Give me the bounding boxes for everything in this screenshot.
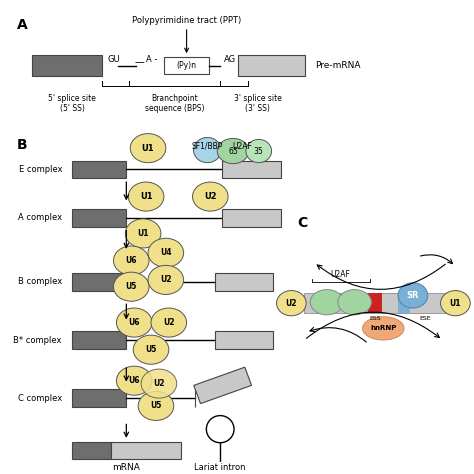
Text: (3' SS): (3' SS): [246, 104, 270, 113]
Text: E complex: E complex: [18, 165, 62, 174]
Bar: [72, 209, 126, 227]
Ellipse shape: [138, 392, 174, 420]
Text: C: C: [297, 216, 308, 230]
Text: Pre-mRNA: Pre-mRNA: [315, 61, 361, 70]
Ellipse shape: [363, 317, 404, 340]
Text: U6: U6: [128, 376, 140, 385]
Text: U2AF: U2AF: [331, 270, 351, 279]
Text: B* complex: B* complex: [13, 336, 62, 345]
Ellipse shape: [113, 246, 149, 275]
Bar: [72, 331, 126, 349]
Text: ESS: ESS: [370, 316, 381, 321]
Bar: [398, 293, 410, 313]
Text: hnRNP: hnRNP: [370, 325, 396, 331]
Text: A: A: [17, 18, 27, 32]
Ellipse shape: [133, 335, 169, 364]
Text: A -: A -: [146, 55, 157, 64]
Bar: [72, 273, 126, 291]
Ellipse shape: [276, 291, 306, 316]
Text: ESE: ESE: [420, 316, 431, 321]
Bar: [238, 55, 305, 76]
Text: A complex: A complex: [18, 213, 63, 222]
Ellipse shape: [128, 182, 164, 211]
Text: U2: U2: [163, 318, 174, 327]
Text: U6: U6: [128, 318, 140, 327]
Bar: [222, 161, 282, 178]
Ellipse shape: [148, 238, 183, 267]
Ellipse shape: [246, 139, 272, 163]
Ellipse shape: [310, 290, 344, 315]
Text: U5: U5: [126, 282, 137, 291]
Bar: [368, 293, 382, 313]
Text: U2: U2: [153, 379, 164, 388]
Text: 35: 35: [254, 146, 264, 155]
Text: U4: U4: [160, 248, 172, 257]
Ellipse shape: [151, 308, 187, 337]
Bar: [215, 331, 273, 349]
Bar: [304, 293, 460, 313]
Text: U1: U1: [450, 299, 461, 308]
Text: (Py)n: (Py)n: [177, 61, 197, 70]
Ellipse shape: [148, 265, 183, 294]
Text: 3' splice site: 3' splice site: [234, 94, 282, 103]
Bar: [215, 273, 273, 291]
Ellipse shape: [193, 137, 221, 163]
Text: sequence (BPS): sequence (BPS): [145, 104, 204, 113]
Bar: [72, 442, 111, 459]
Ellipse shape: [441, 291, 470, 316]
Text: SF1/BBP: SF1/BBP: [191, 142, 223, 151]
Text: U2: U2: [286, 299, 297, 308]
Text: 5' splice site: 5' splice site: [48, 94, 96, 103]
Ellipse shape: [125, 219, 161, 248]
Text: Branchpoint: Branchpoint: [151, 94, 198, 103]
Ellipse shape: [192, 182, 228, 211]
Ellipse shape: [130, 134, 166, 163]
Bar: [111, 442, 181, 459]
Text: U2: U2: [204, 192, 217, 201]
Text: Lariat intron: Lariat intron: [194, 464, 246, 473]
Bar: [222, 209, 282, 227]
Text: B complex: B complex: [18, 277, 63, 286]
Text: —: —: [134, 57, 144, 67]
Bar: [32, 55, 101, 76]
Ellipse shape: [117, 308, 152, 337]
Ellipse shape: [217, 138, 249, 164]
Bar: [194, 367, 252, 403]
Bar: [72, 161, 126, 178]
Text: Polypyrimidine tract (PPT): Polypyrimidine tract (PPT): [132, 16, 241, 25]
Text: U6: U6: [126, 256, 137, 265]
Text: mRNA: mRNA: [112, 464, 140, 473]
Bar: [164, 57, 210, 74]
Text: (5' SS): (5' SS): [60, 104, 84, 113]
Ellipse shape: [141, 369, 177, 398]
Text: 65: 65: [228, 146, 238, 155]
Ellipse shape: [338, 290, 372, 315]
Bar: [72, 390, 126, 407]
Text: U1: U1: [142, 144, 155, 153]
Text: C complex: C complex: [18, 393, 63, 402]
Text: B: B: [17, 138, 27, 153]
Text: AG: AG: [224, 55, 236, 64]
Text: U5: U5: [150, 401, 162, 410]
Text: U5: U5: [146, 345, 157, 354]
Text: SR: SR: [407, 291, 419, 300]
Text: U1: U1: [137, 229, 149, 238]
Ellipse shape: [113, 272, 149, 301]
Ellipse shape: [117, 366, 152, 395]
Text: U2AF: U2AF: [232, 142, 252, 151]
Ellipse shape: [398, 283, 428, 308]
Text: GU: GU: [108, 55, 120, 64]
Text: U1: U1: [140, 192, 152, 201]
Text: U2: U2: [160, 275, 172, 284]
